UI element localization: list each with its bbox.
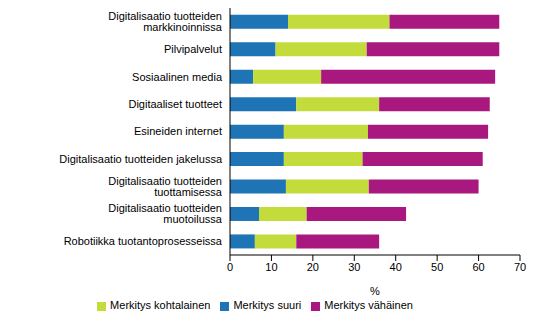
svg-text:Esineiden internet: Esineiden internet xyxy=(134,125,222,137)
html-text:Merkitys kohtalainen: Merkitys kohtalainen xyxy=(110,299,211,311)
svg-text:Robotiikka tuotantoprosesseiss: Robotiikka tuotantoprosesseissa xyxy=(64,235,223,247)
svg-text:Sosiaalinen media: Sosiaalinen media xyxy=(132,71,223,83)
svg-text:Digitalisaatio tuotteidenmarkk: Digitalisaatio tuotteidenmarkkinoinnissa xyxy=(108,10,223,33)
svg-text:30: 30 xyxy=(348,261,360,273)
svg-text:0: 0 xyxy=(227,261,233,273)
svg-text:50: 50 xyxy=(431,261,443,273)
svg-text:Digitaaliset tuotteet: Digitaaliset tuotteet xyxy=(128,98,222,110)
html-text:Merkitys vähäinen: Merkitys vähäinen xyxy=(324,299,413,311)
svg-text:Digitalisaatio tuotteidentuott: Digitalisaatio tuotteidentuottamisessa xyxy=(108,175,223,198)
svg-text:70: 70 xyxy=(514,261,526,273)
html-text:Merkitys suuri: Merkitys suuri xyxy=(233,299,302,311)
svg-text:Digitalisaatio tuotteiden jake: Digitalisaatio tuotteiden jakelussa xyxy=(59,153,223,165)
svg-text:20: 20 xyxy=(307,261,319,273)
svg-text:Digitalisaatio tuotteidenmuoto: Digitalisaatio tuotteidenmuotoilussa xyxy=(108,202,223,225)
svg-text:10: 10 xyxy=(265,261,277,273)
svg-text:Pilvipalvelut: Pilvipalvelut xyxy=(164,43,222,55)
svg-text:60: 60 xyxy=(472,261,484,273)
svg-text:%: % xyxy=(370,285,380,297)
svg-text:40: 40 xyxy=(390,261,402,273)
